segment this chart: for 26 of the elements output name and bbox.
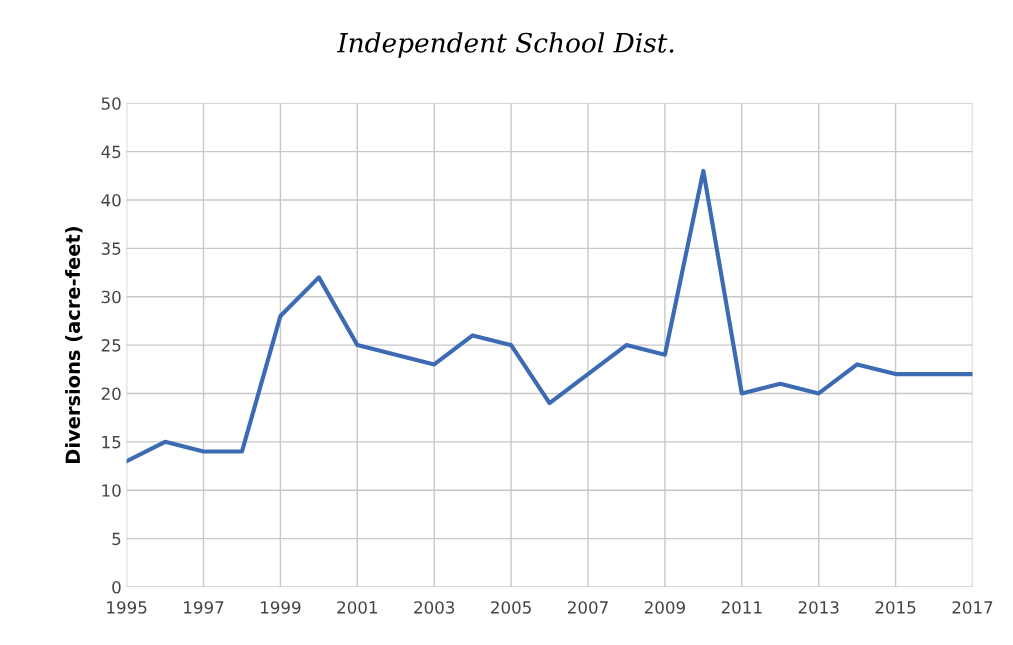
x-tick-label: 2015 bbox=[875, 601, 916, 614]
x-tick-label: 2017 bbox=[952, 601, 993, 614]
x-tick-label: 1999 bbox=[261, 601, 301, 614]
y-tick-label: 35 bbox=[101, 242, 121, 255]
y-tick-label: 25 bbox=[101, 339, 121, 352]
y-tick-label: 5 bbox=[112, 532, 121, 546]
x-tick-label: 1995 bbox=[107, 601, 147, 614]
y-tick-label: 0 bbox=[112, 580, 121, 594]
y-tick-label: 50 bbox=[101, 97, 121, 110]
x-tick-label: 2009 bbox=[644, 601, 685, 614]
x-tick-label: 2001 bbox=[337, 601, 377, 614]
y-tick-label: 15 bbox=[102, 436, 121, 449]
chart-title: Independent School Dist. bbox=[336, 32, 674, 58]
x-tick-label: 2007 bbox=[568, 601, 608, 614]
y-axis-title: Diversions (acre-feet) bbox=[65, 227, 83, 464]
y-tick-label: 20 bbox=[101, 387, 121, 401]
x-tick-label: 2011 bbox=[721, 601, 762, 614]
y-tick-label: 30 bbox=[101, 290, 121, 304]
x-tick-label: 2003 bbox=[414, 601, 455, 614]
y-tick-label: 10 bbox=[102, 484, 121, 497]
x-tick-label: 1997 bbox=[184, 601, 224, 614]
x-tick-label: 2013 bbox=[798, 601, 839, 614]
y-tick-label: 45 bbox=[101, 145, 121, 159]
x-tick-label: 2005 bbox=[491, 601, 531, 614]
line-series bbox=[126, 168, 973, 464]
y-tick-label: 40 bbox=[101, 193, 121, 207]
